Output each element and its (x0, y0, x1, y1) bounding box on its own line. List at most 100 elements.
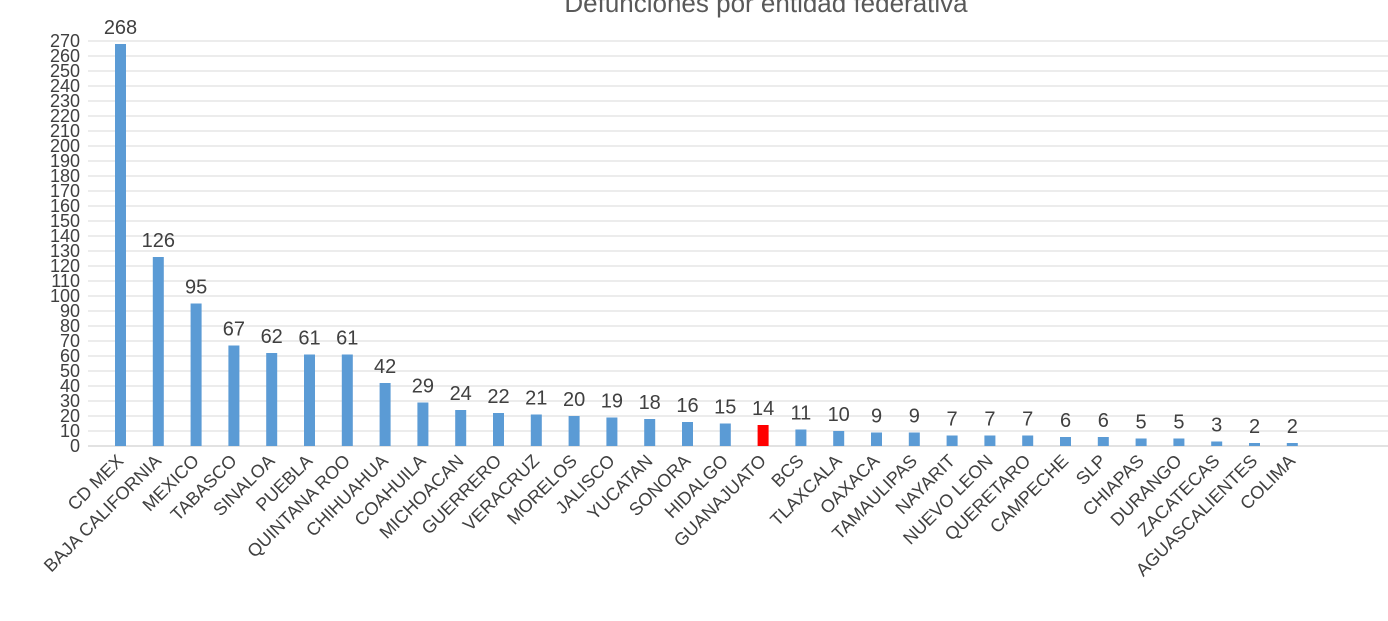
bar (530, 414, 542, 446)
y-tick-label: 240 (50, 76, 80, 96)
data-label: 18 (639, 392, 661, 414)
y-tick-label: 150 (50, 211, 80, 231)
bar (1135, 438, 1147, 446)
y-tick-label: 70 (60, 331, 80, 351)
data-label: 7 (984, 409, 995, 431)
y-tick-label: 60 (60, 346, 80, 366)
y-tick-label: 110 (51, 271, 80, 291)
data-label: 15 (714, 397, 736, 419)
y-tick-label: 230 (50, 91, 80, 111)
bar (833, 431, 845, 446)
y-tick-label: 80 (60, 316, 80, 336)
data-label: 16 (676, 395, 698, 417)
data-label: 62 (261, 326, 283, 348)
data-label: 126 (142, 230, 175, 252)
y-tick-label: 90 (60, 301, 80, 321)
bar (795, 429, 807, 446)
data-label: 22 (487, 386, 509, 408)
y-tick-label: 120 (50, 256, 80, 276)
bar (379, 383, 391, 446)
bar (228, 345, 240, 446)
y-tick-label: 190 (50, 151, 80, 171)
bar (493, 413, 504, 446)
data-label: 11 (791, 403, 812, 425)
bar (1173, 438, 1185, 446)
data-label: 67 (223, 319, 245, 341)
data-label: 61 (336, 328, 358, 350)
bar (266, 353, 278, 446)
bar (304, 354, 315, 446)
bar (455, 410, 467, 446)
y-tick-label: 250 (50, 61, 80, 81)
y-tick-label: 210 (50, 121, 80, 141)
y-tick-label: 160 (50, 196, 80, 216)
data-label: 42 (374, 356, 396, 378)
bar (568, 416, 580, 446)
data-label: 29 (412, 376, 434, 398)
data-label: 61 (298, 328, 320, 350)
bar (152, 257, 164, 446)
data-label: 21 (525, 388, 547, 410)
bars (115, 44, 1298, 446)
bar-highlighted (757, 425, 769, 446)
bar (417, 402, 429, 446)
y-tick-label: 50 (60, 361, 80, 381)
data-label: 5 (1173, 412, 1184, 434)
y-tick-label: 220 (50, 106, 80, 126)
data-label: 2 (1249, 416, 1260, 438)
y-tick-label: 200 (50, 136, 80, 156)
bar (908, 432, 920, 446)
y-tick-label: 100 (50, 286, 80, 306)
y-tick-label: 180 (50, 166, 80, 186)
data-label: 7 (947, 409, 958, 431)
y-tick-label: 260 (50, 46, 80, 66)
gridlines (88, 40, 1388, 447)
bar (190, 303, 202, 446)
data-label: 24 (450, 383, 472, 405)
data-label: 268 (104, 17, 137, 39)
bar (1211, 441, 1223, 446)
y-tick-label: 20 (60, 406, 80, 426)
y-axis-ticks: 0102030405060708090100110120130140150160… (50, 31, 80, 456)
data-label: 6 (1060, 410, 1071, 432)
data-label: 3 (1211, 415, 1222, 437)
y-tick-label: 130 (50, 241, 80, 261)
y-tick-label: 170 (50, 181, 80, 201)
bar (946, 435, 958, 446)
y-tick-label: 140 (50, 226, 80, 246)
bar (1022, 435, 1034, 446)
y-tick-label: 40 (60, 376, 80, 396)
bar (719, 423, 731, 446)
data-label: 10 (828, 404, 850, 426)
y-tick-label: 0 (70, 436, 80, 456)
bar (644, 419, 656, 446)
bar (341, 354, 353, 446)
y-tick-label: 10 (60, 421, 80, 441)
bar (682, 422, 693, 446)
bar (1060, 437, 1071, 446)
data-label: 19 (601, 391, 623, 413)
chart-title: Defunciones por entidad federativa (564, 0, 968, 18)
data-label: 9 (871, 406, 882, 428)
data-label: 6 (1098, 410, 1109, 432)
data-label: 7 (1022, 409, 1033, 431)
bar (606, 417, 618, 446)
data-label: 2 (1287, 416, 1298, 438)
bar (115, 44, 126, 446)
bar (984, 435, 996, 446)
y-tick-label: 30 (60, 391, 80, 411)
bar (1286, 443, 1298, 446)
data-label: 9 (909, 406, 920, 428)
bar (1249, 443, 1260, 446)
y-tick-label: 270 (50, 31, 80, 51)
data-label: 14 (752, 398, 774, 420)
data-label: 20 (563, 389, 585, 411)
data-label: 95 (185, 277, 207, 299)
data-label: 5 (1136, 412, 1147, 434)
bar (871, 432, 882, 446)
bar (1097, 437, 1109, 446)
